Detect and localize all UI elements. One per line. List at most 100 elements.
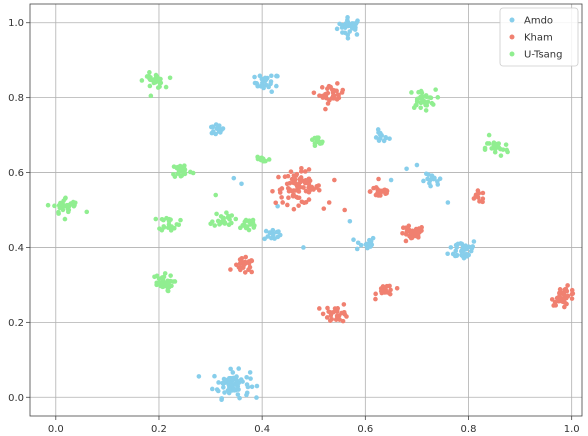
data-point: [564, 295, 569, 301]
data-point: [433, 87, 438, 92]
data-point: [475, 188, 481, 193]
data-point: [168, 217, 173, 222]
data-point: [562, 304, 567, 310]
data-point: [242, 219, 248, 225]
data-point: [334, 26, 340, 32]
data-point: [254, 383, 260, 389]
data-point: [423, 102, 428, 108]
data-point: [156, 276, 162, 281]
data-point: [214, 387, 220, 392]
data-point: [563, 286, 569, 292]
data-point: [317, 306, 322, 311]
data-point: [221, 376, 227, 382]
data-point: [424, 171, 429, 177]
data-point: [261, 85, 266, 91]
data-point: [161, 274, 167, 280]
data-point: [493, 142, 498, 147]
data-point: [570, 291, 576, 296]
data-point: [432, 175, 437, 181]
x-tick-label: 0.4: [254, 424, 270, 435]
data-point: [437, 176, 443, 181]
data-point: [220, 126, 226, 131]
x-tick-label: 0.6: [357, 424, 373, 435]
data-point: [335, 92, 341, 97]
data-point: [412, 229, 417, 235]
data-point: [321, 206, 327, 211]
data-point: [231, 386, 237, 392]
data-point: [480, 190, 486, 196]
plot-background: [30, 4, 582, 416]
plot-frame: [29, 3, 583, 417]
data-point: [58, 200, 63, 206]
data-point: [409, 90, 414, 95]
data-point: [376, 138, 382, 143]
legend-label: Kham: [524, 33, 553, 44]
data-point: [325, 305, 330, 311]
data-point: [503, 142, 509, 147]
data-point: [324, 315, 330, 320]
data-point: [557, 287, 563, 292]
data-point: [175, 164, 180, 170]
data-point: [176, 169, 182, 175]
data-point: [277, 190, 283, 195]
data-point: [394, 285, 400, 291]
data-point: [287, 180, 293, 186]
data-point: [373, 185, 379, 190]
data-point: [233, 216, 239, 222]
data-point: [290, 193, 296, 199]
data-point: [269, 89, 275, 95]
data-point: [549, 297, 555, 302]
x-tick-label: 0.0: [48, 424, 64, 435]
data-point: [285, 202, 290, 208]
data-point: [325, 86, 330, 92]
data-point: [400, 230, 405, 236]
data-point: [452, 253, 458, 259]
data-point: [453, 248, 459, 254]
data-point: [417, 230, 422, 235]
data-point: [468, 248, 474, 254]
data-point: [260, 80, 265, 86]
data-point: [329, 316, 335, 322]
data-point: [276, 174, 281, 180]
data-point: [368, 243, 374, 249]
legend-label: U-Tsang: [524, 50, 563, 61]
data-point: [222, 220, 228, 226]
data-point: [343, 21, 349, 26]
data-point: [275, 203, 280, 209]
data-point: [301, 245, 306, 250]
data-point: [266, 157, 272, 162]
data-point: [233, 381, 238, 386]
data-point: [332, 306, 338, 311]
data-point: [349, 21, 355, 26]
data-point: [209, 386, 215, 392]
grid: [30, 4, 582, 416]
data-point: [560, 298, 566, 304]
data-point: [147, 70, 152, 75]
data-point: [504, 147, 510, 153]
data-point: [239, 181, 244, 187]
data-point: [147, 77, 153, 83]
data-point: [270, 232, 276, 238]
legend-box: [499, 7, 579, 67]
data-point: [171, 164, 177, 169]
data-point: [319, 85, 325, 90]
data-point: [309, 184, 315, 190]
data-point: [235, 392, 241, 397]
data-point: [252, 74, 257, 80]
data-point: [292, 179, 297, 185]
data-point: [246, 261, 252, 266]
data-point: [306, 197, 312, 202]
data-point: [296, 203, 301, 208]
data-point: [445, 200, 451, 205]
data-point: [157, 280, 162, 285]
data-point: [496, 145, 502, 150]
data-point: [285, 185, 291, 191]
data-point: [282, 174, 288, 180]
data-point: [404, 229, 410, 234]
data-point: [406, 223, 412, 229]
data-point: [345, 32, 351, 38]
data-point: [240, 259, 245, 265]
data-point: [243, 225, 249, 231]
x-tick-label: 0.8: [461, 424, 477, 435]
legend-marker: [509, 17, 515, 23]
